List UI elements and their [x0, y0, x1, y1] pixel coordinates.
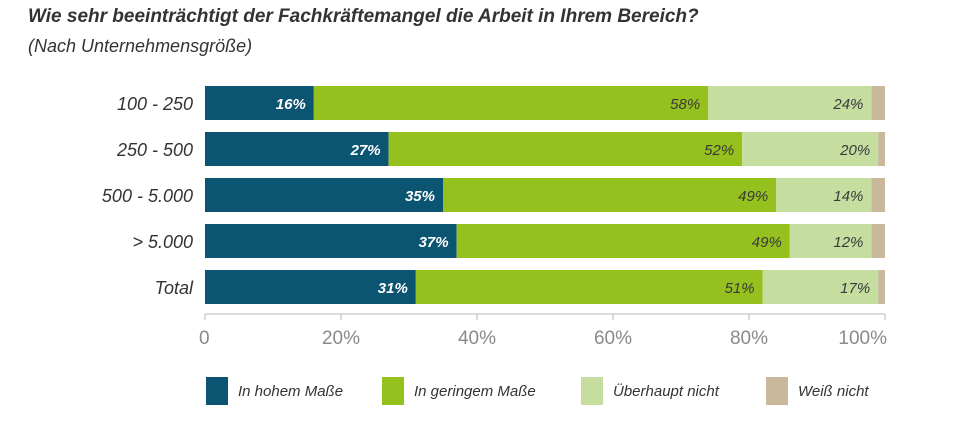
category-label: Total [155, 278, 194, 298]
x-tick-label: 0 [199, 328, 210, 349]
bar-segment [878, 270, 885, 304]
chart-legend: In hohem Maße In geringem Maße Überhaupt n… [206, 377, 906, 407]
data-label: 49% [752, 234, 782, 251]
data-label: 58% [670, 96, 700, 113]
category-label: > 5.000 [132, 232, 193, 252]
data-label: 12% [833, 234, 863, 251]
legend-label: In geringem Maße [414, 382, 536, 400]
bar-segment [388, 132, 743, 166]
legend-swatch [382, 377, 404, 405]
bar-segment [415, 270, 763, 304]
bar-segment [205, 224, 457, 258]
bar-segment [789, 224, 872, 258]
bar-segment [205, 270, 416, 304]
chart-subtitle: (Nach Unternehmensgröße) [28, 36, 253, 56]
data-label: 52% [704, 142, 734, 159]
data-label: 27% [350, 142, 381, 159]
bar-segment [205, 86, 314, 120]
category-label: 100 - 250 [117, 94, 193, 114]
data-label: 24% [832, 96, 863, 113]
data-label: 20% [839, 142, 870, 159]
x-tick-label: 100% [838, 328, 887, 349]
bar-segment [871, 178, 885, 212]
bar-segment [205, 132, 389, 166]
legend-swatch [581, 377, 603, 405]
legend-item: Überhaupt nicht [581, 377, 719, 405]
x-tick-label: 40% [458, 328, 496, 349]
x-tick-label: 60% [594, 328, 632, 349]
data-label: 51% [725, 280, 755, 297]
bar-segment [776, 178, 872, 212]
legend-swatch [766, 377, 788, 405]
bar-segment [762, 270, 879, 304]
stacked-bar-chart: 100 - 250 250 - 500 500 - 5.000 > 5.000 Tota… [102, 86, 887, 349]
x-tick-label: 80% [730, 328, 768, 349]
bar-segment [443, 178, 777, 212]
bar-segment [871, 86, 885, 120]
legend-label: Weiß nicht [798, 382, 869, 400]
legend-label: Überhaupt nicht [613, 382, 719, 400]
legend-item: In geringem Maße [382, 377, 536, 405]
legend-item: In hohem Maße [206, 377, 343, 405]
x-tick-label: 20% [322, 328, 360, 349]
data-label: 14% [833, 188, 863, 205]
data-label: 37% [419, 234, 449, 251]
chart-title: Wie sehr beeinträchtigt der Fachkräftema… [28, 6, 699, 27]
bar-segment [742, 132, 879, 166]
bar-segment [878, 132, 885, 166]
legend-item: Weiß nicht [766, 377, 869, 405]
data-label: 16% [276, 96, 306, 113]
category-label: 500 - 5.000 [102, 186, 193, 206]
bar-segment [205, 178, 443, 212]
legend-label: In hohem Maße [238, 382, 344, 400]
data-label: 31% [378, 280, 408, 297]
data-label: 35% [405, 188, 435, 205]
category-label: 250 - 500 [116, 140, 193, 160]
legend-swatch [206, 377, 228, 405]
bar-segment [456, 224, 790, 258]
bar-segment [871, 224, 885, 258]
bar-segment [313, 86, 709, 120]
bar-segment [708, 86, 872, 120]
data-label: 17% [840, 280, 870, 297]
data-label: 49% [738, 188, 768, 205]
